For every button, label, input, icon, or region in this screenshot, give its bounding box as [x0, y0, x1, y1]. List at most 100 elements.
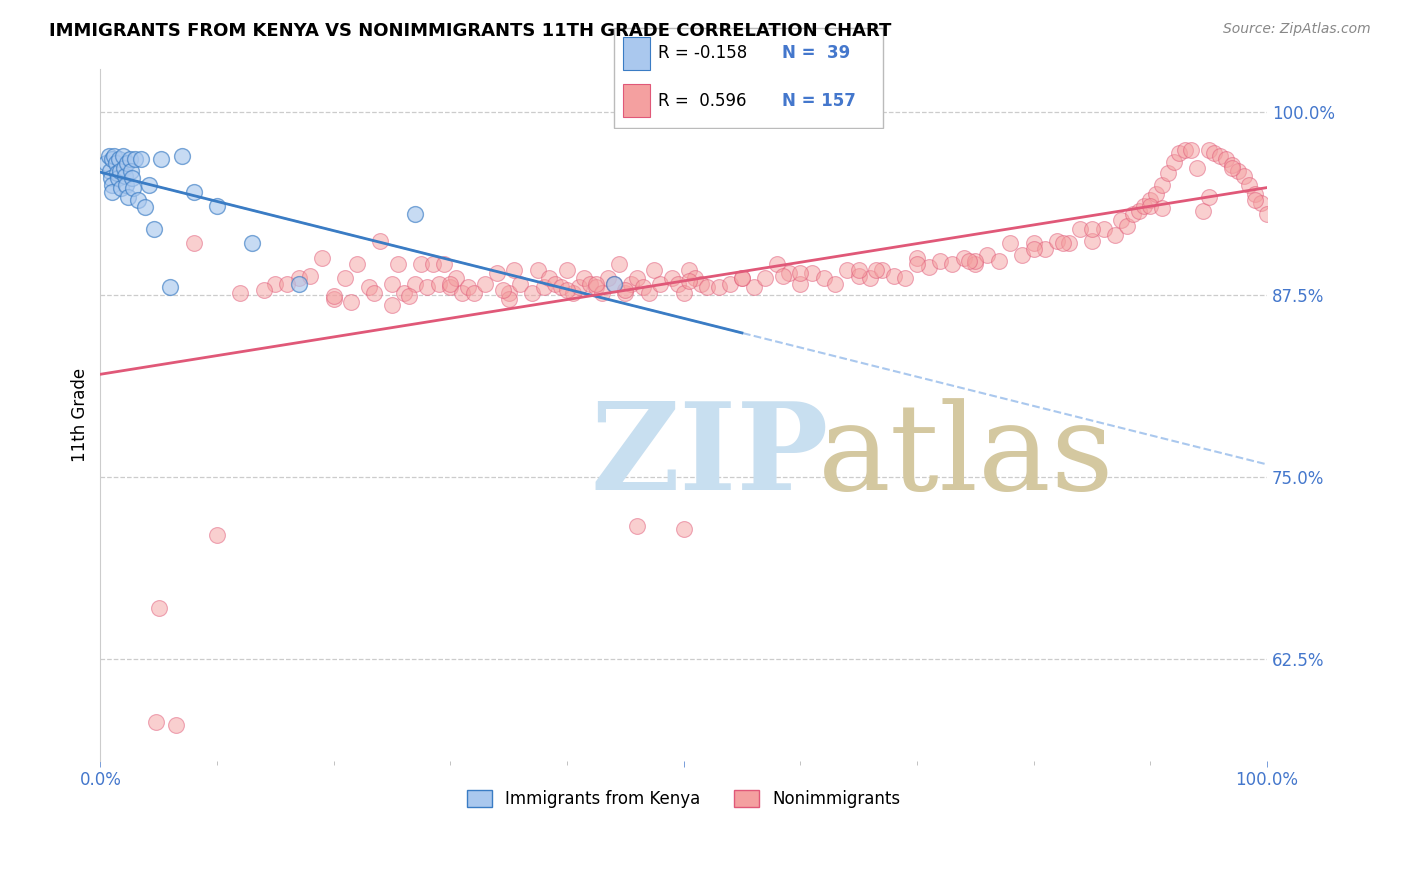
- Point: [129, 152, 152, 166]
- Point: [387, 257, 409, 271]
- Point: [1244, 186, 1267, 201]
- Point: [965, 254, 987, 268]
- Point: [835, 262, 858, 277]
- Point: [1116, 219, 1139, 233]
- Point: [1180, 143, 1202, 157]
- Point: [800, 266, 823, 280]
- Point: [929, 254, 952, 268]
- Point: [685, 271, 707, 285]
- Point: [122, 181, 145, 195]
- Point: [965, 257, 987, 271]
- Point: [108, 152, 131, 166]
- Point: [1220, 161, 1243, 175]
- Point: [678, 262, 700, 277]
- Point: [103, 149, 125, 163]
- Text: N =  39: N = 39: [782, 45, 849, 62]
- Point: [1139, 198, 1161, 212]
- Point: [672, 286, 695, 301]
- Point: [766, 257, 789, 271]
- Point: [287, 277, 309, 292]
- Point: [335, 271, 357, 285]
- Point: [941, 257, 963, 271]
- Point: [631, 280, 654, 294]
- Point: [789, 277, 811, 292]
- Point: [585, 277, 607, 292]
- Point: [731, 271, 754, 285]
- Point: [533, 280, 555, 294]
- Point: [626, 519, 648, 533]
- Point: [165, 717, 187, 731]
- Point: [346, 257, 368, 271]
- Bar: [623, 84, 650, 117]
- Point: [591, 286, 613, 301]
- Point: [1057, 236, 1080, 251]
- Point: [509, 277, 531, 292]
- Point: [905, 251, 928, 265]
- Point: [520, 286, 543, 301]
- Bar: [623, 37, 650, 70]
- FancyBboxPatch shape: [614, 28, 883, 128]
- Point: [398, 289, 420, 303]
- Point: [1150, 202, 1173, 216]
- Point: [905, 257, 928, 271]
- Point: [626, 271, 648, 285]
- Point: [602, 277, 624, 292]
- Point: [115, 156, 138, 170]
- Point: [824, 277, 846, 292]
- Point: [474, 277, 496, 292]
- Point: [602, 277, 624, 292]
- Point: [1092, 222, 1115, 236]
- Point: [1256, 207, 1278, 221]
- Point: [381, 277, 404, 292]
- Point: [585, 280, 607, 294]
- Point: [120, 163, 142, 178]
- Point: [492, 283, 515, 297]
- Point: [1226, 163, 1249, 178]
- Point: [538, 271, 561, 285]
- Text: atlas: atlas: [818, 398, 1115, 515]
- Point: [276, 277, 298, 292]
- Point: [322, 292, 344, 306]
- Point: [498, 286, 520, 301]
- Point: [1209, 149, 1232, 163]
- Point: [183, 186, 205, 200]
- Point: [987, 254, 1010, 268]
- Point: [1168, 146, 1191, 161]
- Point: [1139, 193, 1161, 207]
- Point: [848, 268, 870, 283]
- Point: [138, 178, 160, 193]
- Point: [145, 714, 167, 729]
- Point: [870, 262, 893, 277]
- Point: [322, 289, 344, 303]
- Point: [124, 152, 146, 166]
- Point: [1128, 204, 1150, 219]
- Point: [357, 280, 380, 294]
- Point: [650, 277, 672, 292]
- Point: [609, 257, 631, 271]
- Point: [112, 161, 135, 175]
- Point: [1174, 143, 1197, 157]
- Point: [568, 280, 591, 294]
- Point: [433, 257, 456, 271]
- Point: [107, 170, 129, 185]
- Text: R = -0.158: R = -0.158: [658, 45, 748, 62]
- Point: [1104, 227, 1126, 242]
- Point: [1163, 154, 1185, 169]
- Point: [1232, 169, 1254, 184]
- Point: [614, 286, 637, 301]
- Point: [101, 178, 124, 193]
- Point: [444, 271, 467, 285]
- Point: [917, 260, 939, 274]
- Point: [1204, 146, 1226, 161]
- Point: [579, 277, 602, 292]
- Point: [1191, 204, 1213, 219]
- Point: [311, 251, 333, 265]
- Point: [1046, 234, 1069, 248]
- Legend: Immigrants from Kenya, Nonimmigrants: Immigrants from Kenya, Nonimmigrants: [460, 783, 907, 815]
- Point: [696, 280, 718, 294]
- Text: R =  0.596: R = 0.596: [658, 92, 747, 110]
- Point: [229, 286, 252, 301]
- Point: [114, 169, 136, 184]
- Point: [1144, 186, 1167, 201]
- Point: [104, 156, 127, 170]
